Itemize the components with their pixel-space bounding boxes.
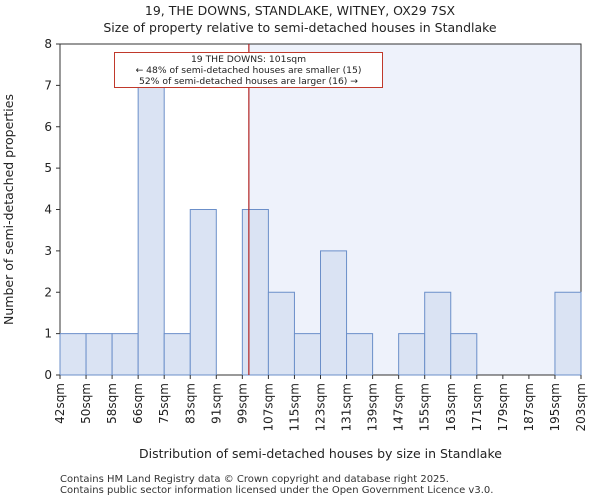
x-tick-label: 179sqm <box>496 383 510 431</box>
histogram-bar <box>424 291 452 376</box>
x-tick-label: 58sqm <box>105 383 119 424</box>
histogram-bar <box>59 333 87 376</box>
x-tick-label: 171sqm <box>470 383 484 431</box>
footer-copyright: Contains HM Land Registry data © Crown c… <box>60 474 449 485</box>
histogram-bar <box>189 209 217 376</box>
annotation-line-larger: 52% of semi-detached houses are larger (… <box>138 76 359 87</box>
histogram-bar <box>163 333 191 376</box>
x-tick-label: 131sqm <box>340 383 354 431</box>
x-tick-label: 50sqm <box>79 383 93 424</box>
histogram-bar <box>111 333 139 376</box>
y-tick-label: 1 <box>44 327 52 341</box>
x-tick-label: 147sqm <box>392 383 406 431</box>
chart-title-subtitle: Size of property relative to semi-detach… <box>103 20 497 35</box>
annotation-line-smaller: ← 48% of semi-detached houses are smalle… <box>135 65 362 76</box>
y-tick-label: 3 <box>44 244 52 258</box>
histogram-bar <box>320 250 348 376</box>
x-tick-label: 155sqm <box>418 383 432 431</box>
x-tick-label: 75sqm <box>157 383 171 424</box>
y-tick-label: 2 <box>44 285 52 299</box>
x-tick-label: 195sqm <box>548 383 562 431</box>
y-tick-label: 6 <box>44 120 52 134</box>
histogram-bar <box>137 84 165 376</box>
x-tick-label: 66sqm <box>131 383 145 424</box>
histogram-bar <box>267 291 295 376</box>
histogram-bar <box>398 333 426 376</box>
larger-region-shade <box>248 44 582 375</box>
subject-annotation-box: 19 THE DOWNS: 101sqm ← 48% of semi-detac… <box>114 52 383 88</box>
histogram-bar <box>293 333 322 376</box>
histogram-bar <box>346 333 374 376</box>
y-tick-label: 8 <box>44 37 52 51</box>
x-tick-label: 187sqm <box>522 383 536 431</box>
x-tick-label: 91sqm <box>209 383 223 424</box>
y-tick-label: 5 <box>44 161 52 175</box>
x-tick-label: 115sqm <box>287 383 301 431</box>
chart-title-address: 19, THE DOWNS, STANDLAKE, WITNEY, OX29 7… <box>144 3 456 18</box>
x-tick-label: 123sqm <box>314 383 328 431</box>
y-tick-label: 0 <box>44 368 52 382</box>
x-tick-label: 107sqm <box>261 383 275 431</box>
y-tick-label: 7 <box>44 78 52 92</box>
y-axis-label: Number of semi-detached properties <box>1 94 16 325</box>
x-tick-label: 99sqm <box>235 383 249 424</box>
y-tick-label: 4 <box>44 203 52 217</box>
x-tick-label: 163sqm <box>444 383 458 431</box>
x-axis-label: Distribution of semi-detached houses by … <box>139 446 502 461</box>
x-tick-label: 83sqm <box>183 383 197 424</box>
histogram-bar <box>85 333 113 376</box>
histogram-bar <box>554 291 582 376</box>
x-tick-label: 203sqm <box>574 383 588 431</box>
footer-licence: Contains public sector information licen… <box>60 485 494 496</box>
x-tick-label: 139sqm <box>366 383 380 431</box>
x-tick-label: 42sqm <box>53 383 67 424</box>
histogram-bar <box>450 333 478 376</box>
annotation-line-subject: 19 THE DOWNS: 101sqm <box>190 54 307 65</box>
histogram-bar <box>241 209 269 376</box>
